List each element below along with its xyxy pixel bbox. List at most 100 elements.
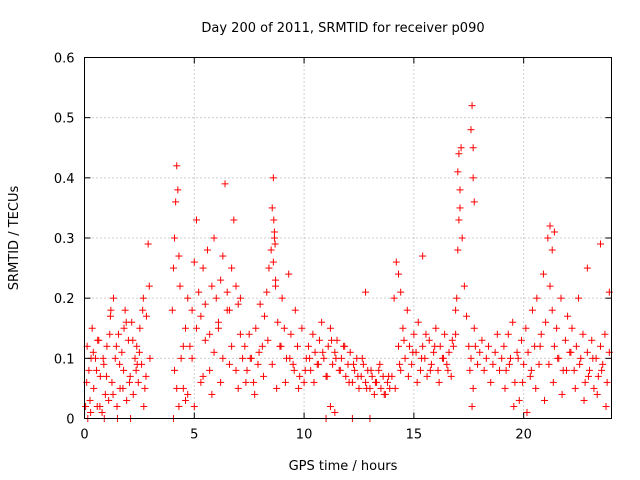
data-point (397, 288, 405, 296)
data-point (571, 384, 579, 392)
data-point (133, 360, 141, 368)
data-point (136, 324, 144, 332)
data-point (341, 342, 349, 350)
data-point (243, 366, 251, 374)
data-point (271, 240, 279, 248)
data-point (326, 324, 334, 332)
data-point (99, 354, 107, 362)
data-point (144, 240, 152, 248)
data-point (456, 186, 464, 194)
data-point (326, 402, 334, 410)
data-point (188, 354, 196, 362)
data-point (245, 330, 253, 338)
data-point (141, 384, 149, 392)
data-point (270, 234, 278, 242)
data-point (324, 342, 332, 350)
data-point (504, 330, 512, 338)
data-point (581, 378, 589, 386)
data-point (425, 336, 433, 344)
data-point (192, 324, 200, 332)
data-point (598, 366, 606, 374)
data-point (390, 294, 398, 302)
data-point (498, 354, 506, 362)
data-point (463, 312, 471, 320)
data-point (142, 312, 150, 320)
data-point (113, 402, 121, 410)
data-point (184, 294, 192, 302)
data-point (346, 348, 354, 356)
data-point (139, 306, 147, 314)
data-point (188, 306, 196, 314)
data-point (228, 264, 236, 272)
data-point (584, 372, 592, 380)
data-point (535, 360, 543, 368)
data-point (101, 390, 109, 398)
data-point (601, 330, 609, 338)
data-point (427, 360, 435, 368)
data-point (175, 252, 183, 260)
data-point (478, 336, 486, 344)
data-point (539, 270, 547, 278)
data-point (545, 360, 553, 368)
data-point (568, 324, 576, 332)
data-point (273, 384, 281, 392)
data-point (342, 372, 350, 380)
data-point (506, 354, 514, 362)
data-point (519, 378, 527, 386)
data-point (86, 396, 94, 404)
data-point (120, 324, 128, 332)
data-point (358, 354, 366, 362)
data-point (223, 306, 231, 314)
data-point (133, 342, 141, 350)
data-point (474, 360, 482, 368)
data-point (263, 288, 271, 296)
data-point (359, 360, 367, 368)
data-point (355, 384, 363, 392)
data-point (537, 330, 545, 338)
data-point (528, 306, 536, 314)
data-point (232, 282, 240, 290)
data-point (212, 294, 220, 302)
data-point (210, 348, 218, 356)
data-point (502, 366, 510, 374)
data-point (532, 384, 540, 392)
data-point (208, 390, 216, 398)
data-point (405, 342, 413, 350)
data-point (511, 378, 519, 386)
data-point (309, 330, 317, 338)
data-point (469, 174, 477, 182)
data-point (432, 324, 440, 332)
data-point (580, 396, 588, 404)
data-point (505, 360, 513, 368)
data-point (129, 390, 137, 398)
data-point (256, 300, 264, 308)
data-point (277, 342, 285, 350)
data-point (576, 360, 584, 368)
data-point (400, 336, 408, 344)
y-tick-label: 0.4 (54, 172, 75, 187)
data-point (289, 360, 297, 368)
data-point (553, 324, 561, 332)
data-point (199, 372, 207, 380)
y-tick-label: 0.2 (54, 292, 75, 307)
data-point (323, 372, 331, 380)
data-point (404, 372, 412, 380)
data-point (351, 366, 359, 374)
data-point (527, 366, 535, 374)
data-point (440, 354, 448, 362)
x-axis-label: GPS time / hours (289, 459, 398, 474)
data-point (145, 282, 153, 290)
data-point (225, 360, 233, 368)
data-point (221, 180, 229, 188)
data-point (228, 342, 236, 350)
data-point (201, 300, 209, 308)
x-tick-label: 15 (406, 428, 423, 443)
data-point (246, 354, 254, 362)
data-point (175, 402, 183, 410)
data-point (522, 324, 530, 332)
data-point (174, 186, 182, 194)
x-tick-label: 5 (190, 428, 198, 443)
data-point (102, 372, 110, 380)
data-point (135, 348, 143, 356)
